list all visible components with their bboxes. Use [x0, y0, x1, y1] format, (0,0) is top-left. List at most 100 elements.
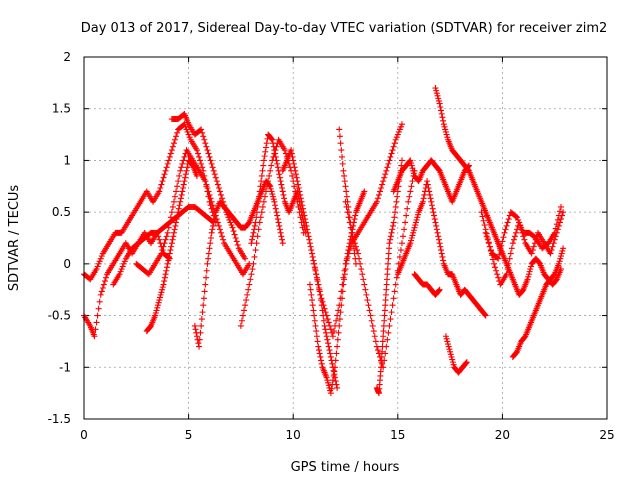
data-point	[159, 284, 166, 291]
data-point	[443, 335, 450, 342]
data-point	[557, 255, 564, 262]
data-point	[382, 302, 389, 309]
data-point	[438, 247, 445, 254]
data-point	[345, 209, 352, 216]
data-point	[156, 188, 163, 195]
data-point	[526, 268, 533, 275]
series-s14	[336, 126, 359, 267]
data-point	[166, 153, 173, 160]
series-s13	[342, 167, 418, 371]
data-point	[173, 188, 180, 195]
data-point	[95, 260, 102, 267]
data-point	[170, 233, 177, 240]
data-point	[512, 229, 519, 236]
data-point	[360, 276, 367, 283]
data-point	[276, 171, 283, 178]
data-point	[270, 143, 277, 150]
data-point	[397, 123, 404, 130]
data-point	[410, 227, 417, 234]
data-point	[325, 319, 332, 326]
data-point	[433, 90, 440, 97]
data-point	[433, 226, 440, 233]
data-point	[332, 322, 339, 329]
data-point	[407, 157, 414, 164]
data-point	[117, 268, 124, 275]
data-point	[92, 326, 99, 333]
data-point	[219, 195, 226, 202]
data-point	[347, 219, 354, 226]
data-point	[259, 203, 266, 210]
data-point	[147, 323, 154, 330]
data-point	[97, 255, 104, 262]
data-point	[157, 185, 164, 192]
data-point	[261, 193, 268, 200]
data-point	[521, 236, 528, 243]
y-tick-label: -0.5	[48, 309, 71, 323]
data-point	[162, 167, 169, 174]
data-point	[362, 286, 369, 293]
data-point	[378, 364, 385, 371]
data-point	[440, 257, 447, 264]
data-point	[200, 295, 207, 302]
data-point	[182, 171, 189, 178]
data-point	[487, 247, 494, 254]
data-point	[375, 350, 382, 357]
data-point	[486, 243, 493, 250]
data-point	[256, 193, 263, 200]
data-point	[479, 213, 486, 220]
data-point	[326, 322, 333, 329]
data-point	[168, 240, 175, 247]
data-point	[330, 367, 337, 374]
data-point	[262, 148, 269, 155]
data-point	[218, 229, 225, 236]
data-point	[348, 224, 355, 231]
data-point	[322, 326, 329, 333]
data-point	[392, 281, 399, 288]
data-point	[346, 247, 353, 254]
data-point	[435, 287, 442, 294]
data-point	[203, 267, 210, 274]
data-point	[290, 157, 297, 164]
data-point	[197, 157, 204, 164]
data-point	[378, 185, 385, 192]
data-point	[258, 178, 265, 185]
data-point	[335, 329, 342, 336]
data-point	[410, 229, 417, 236]
data-point	[167, 247, 174, 254]
data-point	[311, 260, 318, 267]
data-point	[289, 172, 296, 179]
series-s1	[81, 121, 219, 283]
data-point	[325, 343, 332, 350]
data-point	[501, 229, 508, 236]
data-point	[358, 266, 365, 273]
data-point	[164, 260, 171, 267]
data-point	[260, 198, 267, 205]
data-point	[291, 183, 298, 190]
data-point	[177, 167, 184, 174]
y-tick-label: 1.5	[52, 102, 71, 116]
data-point	[159, 247, 166, 254]
data-point	[382, 291, 389, 298]
data-point	[492, 264, 499, 271]
data-point	[338, 147, 345, 154]
data-point	[154, 304, 161, 311]
series-s3	[81, 229, 173, 340]
data-point	[174, 129, 181, 136]
series-s17	[432, 85, 506, 257]
data-point	[319, 298, 326, 305]
data-point	[343, 188, 350, 195]
data-point	[392, 203, 399, 210]
data-point	[391, 288, 398, 295]
data-point	[436, 286, 443, 293]
data-point	[407, 188, 414, 195]
series-s19	[411, 271, 443, 298]
data-point	[279, 236, 286, 243]
data-point	[495, 255, 502, 262]
data-point	[463, 359, 470, 366]
data-point	[330, 372, 337, 379]
data-point	[313, 271, 320, 278]
data-point	[389, 302, 396, 309]
data-point	[551, 229, 558, 236]
data-point	[229, 224, 236, 231]
data-point	[368, 317, 375, 324]
